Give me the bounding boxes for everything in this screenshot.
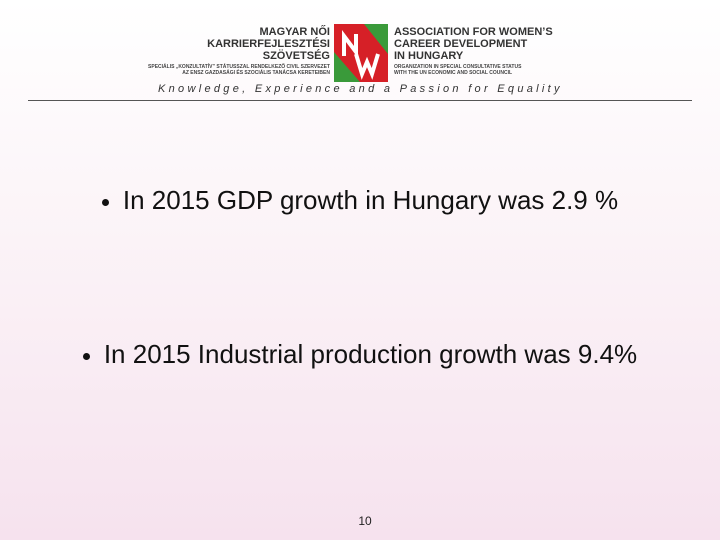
bullet: In 2015 GDP growth in Hungary was 2.9 %	[80, 183, 640, 217]
logo-right-line: CAREER DEVELOPMENT	[394, 38, 528, 50]
logo-left-line: KARRIERFEJLESZTÉSI	[207, 38, 330, 50]
tagline: Knowledge, Experience and a Passion for …	[158, 83, 563, 95]
logo-right: ASSOCIATION FOR WOMEN’S CAREER DEVELOPME…	[394, 26, 594, 62]
logo-mark	[334, 24, 388, 82]
logo-left-note: SPECIÁLIS „KONZULTATÍV” STÁTUSSZAL RENDE…	[140, 64, 330, 76]
logo-left: MAGYAR NŐI KARRIERFEJLESZTÉSI SZÖVETSÉG	[200, 26, 330, 62]
logo-left-line: MAGYAR NŐI	[259, 26, 331, 38]
page-number: 10	[358, 514, 372, 528]
header-rule	[28, 100, 692, 101]
logo-right-note: ORGANIZATION IN SPECIAL CONSULTATIVE STA…	[394, 64, 594, 76]
logo-w	[354, 53, 380, 80]
note-line: AZ ENSZ GAZDASÁGI ÉS SZOCIÁLIS TANÁCSA K…	[182, 70, 330, 76]
logo-right-line: ASSOCIATION FOR WOMEN’S	[394, 26, 553, 38]
logo-left-line: SZÖVETSÉG	[262, 50, 330, 62]
note-line: WITH THE UN ECONOMIC AND SOCIAL COUNCIL	[394, 70, 513, 76]
logo-right-line: IN HUNGARY	[394, 50, 464, 62]
note-line: SPECIÁLIS „KONZULTATÍV” STÁTUSSZAL RENDE…	[148, 64, 330, 70]
bullet: In 2015 Industrial production growth was…	[50, 337, 670, 371]
logo-n	[342, 30, 358, 58]
note-line: ORGANIZATION IN SPECIAL CONSULTATIVE STA…	[394, 64, 522, 70]
